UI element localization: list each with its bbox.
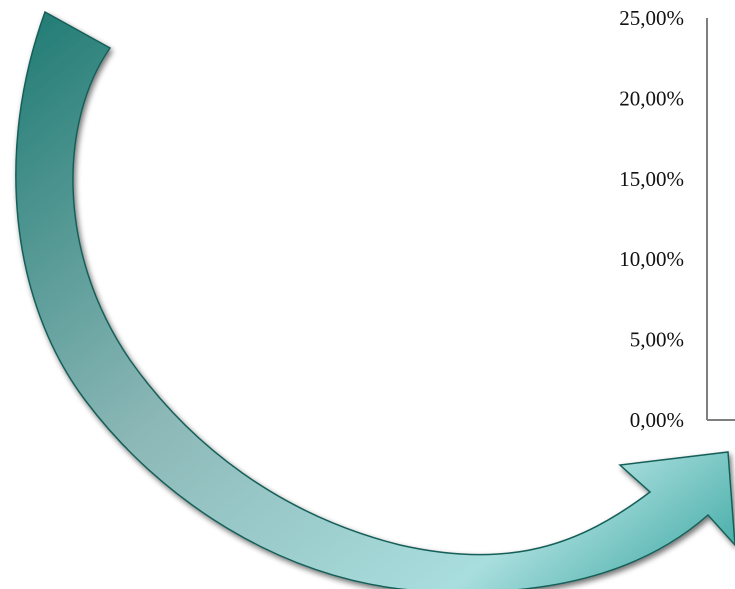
y-tick-label: 15,00% (619, 167, 684, 191)
y-tick-label: 5,00% (630, 328, 684, 352)
y-tick-label: 25,00% (619, 6, 684, 30)
y-tick-labels: 0,00% 5,00% 10,00% 15,00% 20,00% 25,00% (619, 6, 684, 432)
curved-arrow-body (15, 10, 735, 589)
y-axis (706, 18, 735, 421)
y-tick-label: 10,00% (619, 247, 684, 271)
y-tick-label: 20,00% (619, 86, 684, 110)
y-tick-label: 0,00% (630, 408, 684, 432)
curved-arrow-icon (15, 10, 735, 589)
